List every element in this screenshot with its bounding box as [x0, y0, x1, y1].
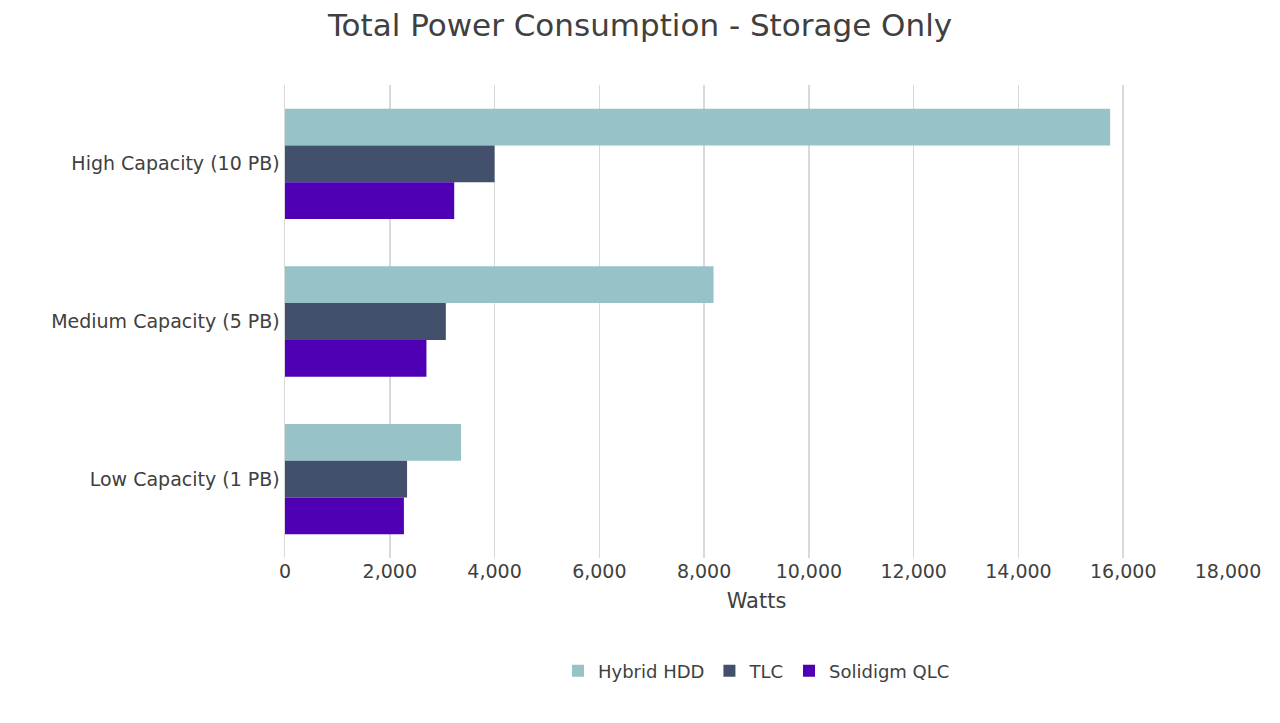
- svg-text:High Capacity (10 PB): High Capacity (10 PB): [71, 152, 279, 174]
- svg-text:TLC: TLC: [748, 661, 783, 682]
- svg-text:16,000: 16,000: [1090, 560, 1156, 582]
- svg-text:4,000: 4,000: [467, 560, 521, 582]
- svg-text:14,000: 14,000: [985, 560, 1051, 582]
- svg-text:8,000: 8,000: [677, 560, 731, 582]
- svg-text:Watts: Watts: [727, 589, 787, 613]
- svg-text:Hybrid HDD: Hybrid HDD: [598, 661, 704, 682]
- svg-text:Solidigm QLC: Solidigm QLC: [829, 661, 949, 682]
- svg-text:12,000: 12,000: [880, 560, 946, 582]
- svg-text:10,000: 10,000: [776, 560, 842, 582]
- svg-text:Total Power Consumption - Stor: Total Power Consumption - Storage Only: [327, 7, 952, 43]
- svg-text:Low Capacity (1 PB): Low Capacity (1 PB): [90, 468, 280, 490]
- svg-text:6,000: 6,000: [572, 560, 626, 582]
- svg-text:18,000: 18,000: [1195, 560, 1261, 582]
- svg-text:2,000: 2,000: [363, 560, 417, 582]
- svg-text:0: 0: [279, 560, 291, 582]
- svg-text:Medium Capacity (5 PB): Medium Capacity (5 PB): [51, 310, 280, 332]
